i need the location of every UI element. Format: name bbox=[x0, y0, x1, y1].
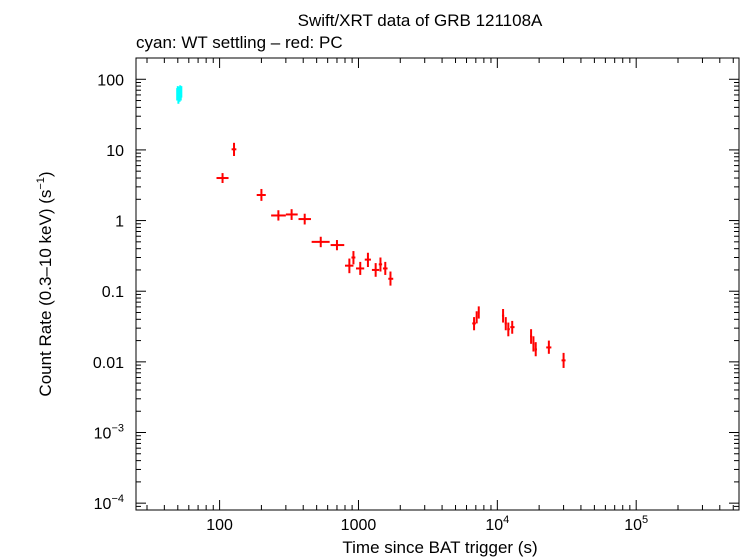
data-point bbox=[477, 306, 480, 319]
data-point bbox=[504, 317, 507, 331]
data-point bbox=[475, 311, 478, 324]
axis-ticks bbox=[136, 57, 739, 511]
data-point bbox=[311, 236, 330, 248]
y-tick-label: 0.01 bbox=[93, 355, 124, 372]
y-tick-label: 10−3 bbox=[94, 423, 124, 443]
x-tick-label: 105 bbox=[624, 514, 648, 534]
data-point bbox=[507, 322, 510, 337]
data-point bbox=[351, 251, 356, 265]
data-point bbox=[256, 188, 266, 201]
data-point bbox=[510, 320, 515, 334]
data-series bbox=[176, 85, 566, 368]
x-axis-label: Time since BAT trigger (s) bbox=[342, 538, 537, 557]
y-tick-label: 10 bbox=[106, 143, 124, 160]
data-point bbox=[356, 261, 365, 275]
data-point bbox=[345, 258, 354, 274]
data-point bbox=[216, 173, 229, 184]
y-axis-label-main: Count Rate (0.3–10 keV) (s bbox=[36, 190, 55, 397]
plot-frame bbox=[135, 57, 740, 511]
series-group bbox=[176, 85, 183, 104]
data-point bbox=[231, 142, 237, 156]
data-point bbox=[501, 309, 505, 323]
y-tick-label: 1 bbox=[115, 214, 124, 231]
data-point bbox=[285, 209, 298, 220]
data-point bbox=[330, 240, 345, 251]
data-point bbox=[530, 329, 533, 344]
data-point bbox=[364, 252, 371, 268]
data-point bbox=[371, 263, 380, 277]
y-tick-label: 0.1 bbox=[102, 284, 124, 301]
chart-subtitle: cyan: WT settling – red: PC bbox=[136, 33, 343, 52]
data-point bbox=[382, 261, 388, 275]
y-axis-label-exponent: −1 bbox=[35, 177, 47, 190]
x-tick-labels: 100 1000 104 105 bbox=[206, 514, 648, 534]
y-axis-label-close: ) bbox=[36, 171, 55, 177]
y-axis-label: Count Rate (0.3–10 keV) (s−1) bbox=[35, 171, 55, 396]
x-tick-label: 1000 bbox=[341, 517, 377, 534]
data-point bbox=[298, 213, 311, 225]
data-point bbox=[561, 352, 566, 368]
data-point bbox=[546, 340, 552, 354]
data-point bbox=[534, 342, 537, 357]
series-group bbox=[216, 142, 566, 368]
y-tick-label: 100 bbox=[97, 72, 124, 89]
x-tick-label: 100 bbox=[206, 517, 233, 534]
data-point bbox=[532, 336, 535, 352]
data-point bbox=[472, 317, 476, 331]
data-point bbox=[378, 257, 383, 272]
chart-title: Swift/XRT data of GRB 121108A bbox=[298, 11, 543, 30]
y-tick-label: 10−4 bbox=[94, 493, 124, 513]
x-tick-label: 104 bbox=[485, 514, 509, 534]
data-point bbox=[271, 210, 286, 221]
data-point bbox=[388, 271, 394, 286]
data-point bbox=[180, 86, 183, 98]
y-tick-labels: 100 10 1 0.1 0.01 10−3 10−4 bbox=[93, 72, 124, 513]
